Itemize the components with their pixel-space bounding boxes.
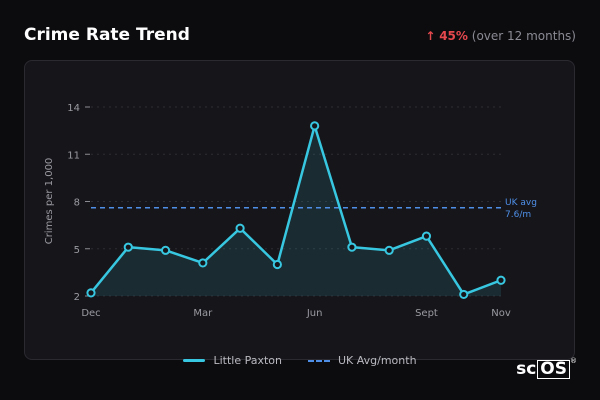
reference-label: UK avg bbox=[505, 198, 537, 208]
data-point bbox=[310, 121, 320, 131]
brand-logo: sc OS ® bbox=[516, 357, 577, 379]
data-point bbox=[496, 275, 506, 285]
y-tick-label: 11 bbox=[67, 150, 80, 161]
data-point bbox=[235, 223, 245, 233]
series-line bbox=[90, 124, 502, 296]
series-area bbox=[91, 125, 501, 297]
data-point bbox=[198, 258, 208, 268]
y-tick-label: 2 bbox=[74, 292, 80, 303]
logo-text: sc bbox=[516, 359, 537, 379]
x-tick-label: Mar bbox=[193, 308, 213, 319]
legend-item-series[interactable]: Little Paxton bbox=[183, 354, 282, 367]
data-point bbox=[384, 245, 394, 255]
y-tick-label: 14 bbox=[67, 103, 80, 114]
data-point bbox=[272, 259, 282, 270]
legend-label-reference: UK Avg/month bbox=[338, 354, 417, 367]
data-point bbox=[160, 245, 171, 255]
change-indicator: ↑ 45% (over 12 months) bbox=[425, 29, 576, 43]
y-tick-label: 8 bbox=[74, 198, 80, 209]
x-tick-label: Dec bbox=[81, 308, 100, 319]
x-tick-label: Sept bbox=[415, 308, 438, 319]
logo-boxed-text: OS bbox=[537, 359, 570, 379]
chart-card bbox=[24, 60, 575, 360]
legend-label-series: Little Paxton bbox=[213, 354, 282, 367]
data-point bbox=[459, 289, 469, 300]
chart-title: Crime Rate Trend bbox=[24, 25, 190, 45]
legend-swatch-reference bbox=[308, 359, 330, 362]
x-tick-label: Nov bbox=[491, 308, 511, 319]
change-value: 45% bbox=[439, 29, 468, 43]
y-axis-label: Crimes per 1,000 bbox=[44, 158, 55, 245]
data-point bbox=[86, 288, 96, 298]
data-point bbox=[421, 231, 432, 241]
reference-value-label: 7.6/m bbox=[505, 210, 531, 220]
change-arrow: ↑ bbox=[425, 29, 436, 43]
data-point bbox=[347, 242, 357, 252]
legend-swatch-series bbox=[183, 359, 206, 362]
y-tick-label: 5 bbox=[74, 245, 80, 256]
change-note: (over 12 months) bbox=[471, 29, 576, 43]
legend: Little Paxton UK Avg/month bbox=[0, 354, 600, 367]
legend-item-reference[interactable]: UK Avg/month bbox=[308, 354, 417, 367]
x-tick-label: Jun bbox=[306, 308, 323, 319]
registered-mark: ® bbox=[570, 357, 577, 365]
data-point bbox=[123, 242, 133, 252]
